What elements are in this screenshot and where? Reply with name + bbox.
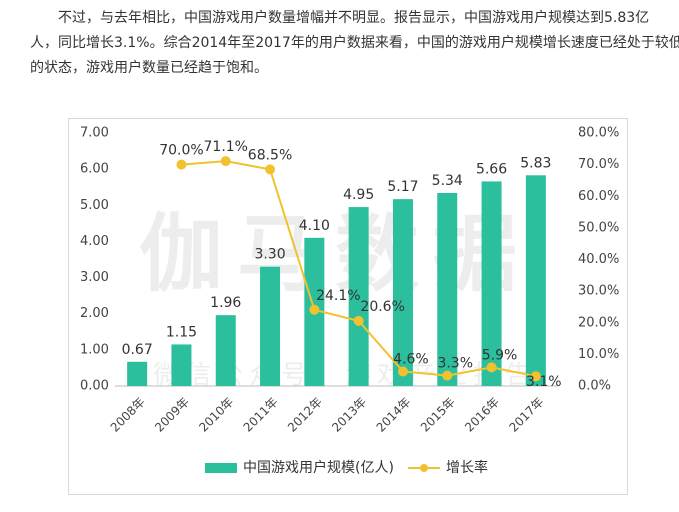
paragraph: 不过，与去年相比，中国游戏用户数量增幅并不明显。报告显示，中国游戏用户规模达到5…: [30, 6, 679, 81]
y-tick-label: 7.00: [80, 126, 109, 141]
chart-frame: [68, 118, 628, 495]
bar: [215, 315, 236, 386]
y-tick-label: 4.00: [80, 234, 109, 249]
bar: [127, 361, 148, 386]
bar-value-label: 1.15: [166, 324, 197, 340]
bar-value-label: 0.67: [122, 342, 153, 358]
x-tick-label: 2010年: [196, 395, 236, 435]
line-value-label: 68.5%: [248, 147, 292, 163]
bar-value-label: 4.10: [299, 218, 330, 234]
y2-tick-label: 40.0%: [578, 252, 619, 267]
line-value-label: 5.9%: [482, 347, 518, 363]
y2-tick-label: 50.0%: [578, 220, 619, 235]
bar: [171, 344, 192, 386]
line-value-label: 3.3%: [437, 356, 473, 372]
line-point: [265, 164, 276, 175]
legend-label: 增长率: [446, 459, 488, 476]
y2-tick-label: 30.0%: [578, 284, 619, 299]
bar-value-label: 5.17: [387, 179, 418, 195]
bar-value-label: 1.96: [210, 295, 241, 311]
y-tick-label: 6.00: [80, 162, 109, 177]
line-point: [353, 315, 364, 326]
legend-swatch: [420, 464, 428, 472]
y-tick-label: 0.00: [80, 379, 109, 394]
x-tick-label: 2017年: [506, 395, 546, 435]
text-line: 人，同比增长3.1%。综合2014年至2017年的用户数据来看，中国的游戏用户规…: [30, 35, 679, 51]
bar-value-label: 4.95: [343, 187, 374, 203]
legend-swatch: [205, 463, 237, 473]
bar-value-label: 5.34: [432, 173, 463, 189]
bar: [525, 175, 546, 386]
line-point: [220, 156, 231, 167]
y-tick-label: 1.00: [80, 342, 109, 357]
bar-value-label: 3.30: [254, 247, 285, 263]
y-tick-label: 3.00: [80, 270, 109, 285]
line-value-label: 4.6%: [393, 351, 429, 367]
line-point: [442, 370, 453, 381]
y2-tick-label: 80.0%: [578, 126, 619, 141]
line-value-label: 70.0%: [159, 143, 203, 159]
y-tick-label: 5.00: [80, 198, 109, 213]
x-tick-label: 2009年: [152, 395, 192, 435]
line-point: [309, 304, 320, 315]
line-value-label: 3.1%: [526, 374, 562, 390]
line-value-label: 71.1%: [204, 139, 248, 155]
bar: [437, 192, 458, 386]
y2-tick-label: 20.0%: [578, 315, 619, 330]
line-point: [176, 159, 187, 170]
line-point: [397, 366, 408, 377]
y2-tick-label: 10.0%: [578, 347, 619, 362]
x-tick-label: 2016年: [462, 395, 502, 435]
x-tick-label: 2015年: [418, 395, 458, 435]
text-line: 的状态，游戏用户数量已经趋于饱和。: [30, 60, 268, 76]
bar: [392, 199, 413, 386]
y2-tick-label: 0.0%: [578, 379, 611, 394]
line-value-label: 24.1%: [316, 288, 360, 304]
y-tick-label: 2.00: [80, 306, 109, 321]
y2-tick-label: 70.0%: [578, 157, 619, 172]
x-tick-label: 2014年: [374, 395, 414, 435]
legend-label: 中国游戏用户规模(亿人): [243, 459, 394, 476]
line-point: [486, 362, 497, 373]
bar: [481, 181, 502, 386]
bar: [260, 266, 281, 386]
text-line: 不过，与去年相比，中国游戏用户数量增幅并不明显。报告显示，中国游戏用户规模达到5…: [58, 10, 650, 26]
x-tick-label: 2008年: [108, 395, 148, 435]
x-tick-label: 2012年: [285, 395, 325, 435]
y2-tick-label: 60.0%: [578, 189, 619, 204]
line-point: [530, 371, 541, 382]
bar-value-label: 5.83: [520, 155, 551, 171]
line-value-label: 20.6%: [360, 299, 404, 315]
bar: [348, 207, 369, 386]
bar-value-label: 5.66: [476, 161, 507, 177]
x-tick-label: 2013年: [329, 395, 369, 435]
x-tick-label: 2011年: [241, 395, 281, 435]
